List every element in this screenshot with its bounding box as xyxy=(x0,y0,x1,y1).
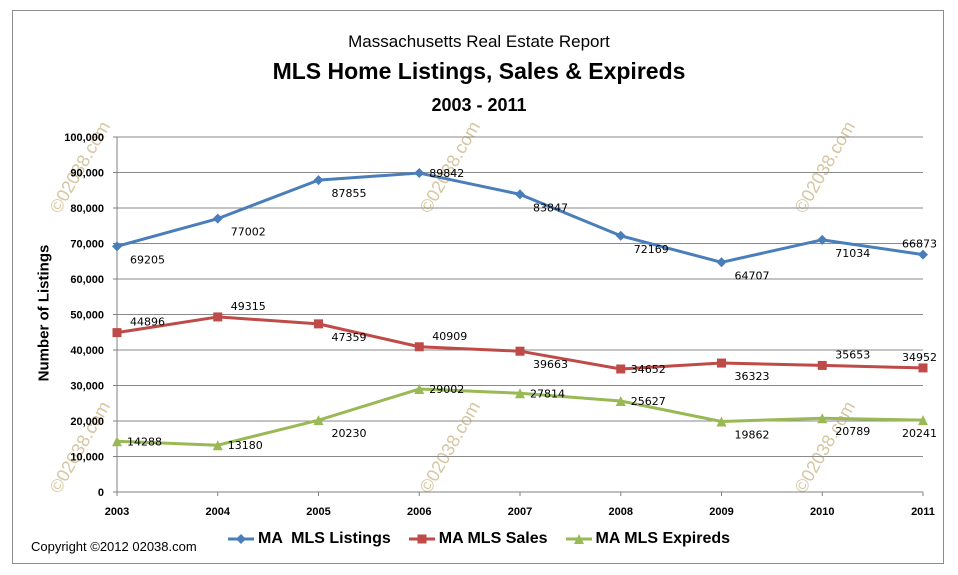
data-point-diamond xyxy=(817,234,828,245)
y-tick-label: 80,000 xyxy=(70,203,104,215)
y-tick-label: 100,000 xyxy=(64,132,104,144)
y-tick-label: 50,000 xyxy=(70,310,104,322)
series-line-1 xyxy=(116,315,924,371)
data-point-diamond xyxy=(615,230,626,241)
y-tick-label: 30,000 xyxy=(70,381,104,393)
x-tick-label: 2005 xyxy=(306,506,330,518)
y-tick-label: 10,000 xyxy=(70,452,104,464)
watermark-text: ©02038.com xyxy=(416,398,484,497)
data-point-square xyxy=(717,358,726,368)
data-label: 20789 xyxy=(835,425,870,438)
data-label: 14288 xyxy=(127,435,162,448)
data-label: 72169 xyxy=(634,243,669,256)
x-tick-label: 2010 xyxy=(810,506,834,518)
watermark-text: ©02038.com xyxy=(46,398,114,497)
data-label: 89842 xyxy=(429,167,464,180)
data-point-square xyxy=(314,319,323,329)
x-tick-label: 2011 xyxy=(911,506,935,518)
data-label: 66873 xyxy=(902,238,937,251)
data-point-square xyxy=(817,360,827,370)
data-point-triangle xyxy=(615,396,626,407)
data-label: 29002 xyxy=(429,383,464,396)
chart-frame xyxy=(12,10,944,564)
data-label: 19862 xyxy=(735,428,770,441)
legend-label: MA MLS Listings xyxy=(258,530,391,547)
data-point-diamond xyxy=(515,189,525,200)
data-label: 47359 xyxy=(332,331,367,344)
data-point-triangle xyxy=(918,415,928,426)
watermark-text: ©02038.com xyxy=(791,398,859,497)
data-point-diamond xyxy=(313,175,324,186)
y-tick-label: 60,000 xyxy=(70,274,104,286)
legend: MA MLS Listings MA MLS Sales MA MLS Expi… xyxy=(228,530,730,548)
data-label: 44896 xyxy=(130,316,165,329)
legend-marker-diamond xyxy=(228,534,254,544)
legend-label: MA MLS Expireds xyxy=(595,530,731,547)
data-point-triangle xyxy=(515,388,525,399)
data-label: 64707 xyxy=(735,269,770,282)
copyright-text: Copyright ©2012 02038.com xyxy=(31,539,197,554)
data-point-triangle xyxy=(716,416,727,427)
data-point-triangle xyxy=(817,413,828,424)
data-point-triangle xyxy=(112,436,122,447)
data-label: 39663 xyxy=(533,358,568,371)
data-label: 83847 xyxy=(533,201,568,214)
x-tick-label: 2008 xyxy=(609,506,633,518)
y-tick-label: 40,000 xyxy=(70,345,104,357)
y-axis-label: Number of Listings xyxy=(35,244,53,382)
data-point-square xyxy=(414,342,424,352)
watermark-text: ©02038.com xyxy=(791,118,859,217)
data-point-square xyxy=(515,346,525,356)
data-label: 71034 xyxy=(835,247,870,260)
legend-label: MA MLS Sales xyxy=(438,530,548,547)
data-label: 25627 xyxy=(631,395,666,408)
legend-item-sales: MA MLS Sales xyxy=(408,530,548,548)
x-tick-label: 2003 xyxy=(105,506,129,518)
data-label: 13180 xyxy=(228,439,263,452)
y-tick-label: 20,000 xyxy=(70,416,104,428)
chart-subtitle: 2003 - 2011 xyxy=(431,95,527,115)
x-tick-label: 2009 xyxy=(709,506,733,518)
chart-title: MLS Home Listings, Sales & Expireds xyxy=(272,58,686,84)
legend-item-expireds: MA MLS Expireds xyxy=(565,530,731,548)
y-tick-label: 0 xyxy=(98,487,104,499)
data-point-diamond xyxy=(212,213,223,224)
y-tick-label: 70,000 xyxy=(70,239,104,251)
data-label: 40909 xyxy=(432,330,467,343)
data-label: 20241 xyxy=(902,427,937,440)
data-point-square xyxy=(918,363,928,373)
data-label: 36323 xyxy=(735,370,770,383)
data-label: 20230 xyxy=(332,427,367,440)
data-point-diamond xyxy=(414,168,425,179)
data-label: 27814 xyxy=(530,387,565,400)
data-point-triangle xyxy=(414,384,425,395)
legend-item-listings: MA MLS Listings xyxy=(228,530,391,548)
data-label: 34652 xyxy=(631,363,666,376)
data-label: 35653 xyxy=(835,348,870,361)
data-point-square xyxy=(616,364,626,374)
legend-marker-square xyxy=(408,534,435,544)
x-tick-label: 2006 xyxy=(407,506,431,518)
y-tick-label: 90,000 xyxy=(70,168,104,180)
data-label: 69205 xyxy=(130,253,165,266)
data-point-diamond xyxy=(716,257,727,268)
data-point-square xyxy=(112,328,122,338)
data-point-diamond xyxy=(112,241,122,252)
chart-supertitle: Massachusetts Real Estate Report xyxy=(348,32,610,51)
legend-marker-triangle xyxy=(565,534,592,544)
data-point-triangle xyxy=(313,415,324,426)
data-point-diamond xyxy=(918,249,928,260)
data-point-square xyxy=(213,312,223,322)
data-label: 77002 xyxy=(231,226,266,239)
data-label: 49315 xyxy=(231,300,266,313)
data-point-triangle xyxy=(212,440,223,451)
x-tick-label: 2004 xyxy=(206,506,231,518)
x-tick-label: 2007 xyxy=(508,506,532,518)
data-label: 87855 xyxy=(332,187,367,200)
data-label: 34952 xyxy=(902,351,937,364)
